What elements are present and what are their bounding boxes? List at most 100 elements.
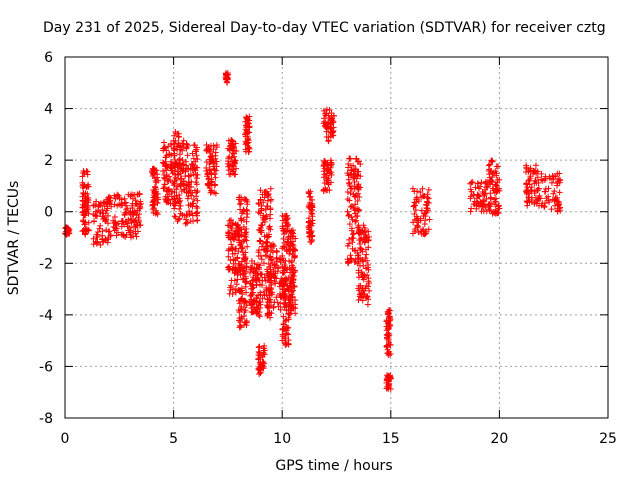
data-point <box>281 262 288 269</box>
data-point <box>190 196 197 203</box>
data-point <box>268 281 275 288</box>
data-point <box>227 284 234 291</box>
data-point <box>470 192 477 199</box>
data-point <box>350 174 357 181</box>
data-point <box>95 202 102 209</box>
data-point <box>203 159 210 166</box>
data-point <box>160 139 167 146</box>
data-point <box>236 239 243 246</box>
data-point <box>261 351 268 358</box>
data-point <box>325 166 332 173</box>
data-point <box>531 199 538 206</box>
data-point <box>238 210 245 217</box>
data-point <box>423 230 430 237</box>
data-point <box>207 189 214 196</box>
data-point <box>486 174 493 181</box>
data-point <box>255 249 262 256</box>
data-point <box>321 115 328 122</box>
data-point <box>265 286 272 293</box>
data-point <box>305 218 312 225</box>
data-point <box>264 303 271 310</box>
data-point <box>273 262 280 269</box>
data-point <box>328 159 335 166</box>
data-point <box>242 249 249 256</box>
data-point <box>385 337 392 344</box>
data-point <box>226 153 233 160</box>
data-point <box>365 296 372 303</box>
data-point <box>189 189 196 196</box>
data-point <box>348 235 355 242</box>
data-point <box>346 155 353 162</box>
data-point <box>124 205 131 212</box>
data-point <box>249 291 256 298</box>
data-point <box>226 146 233 153</box>
data-point <box>422 213 429 220</box>
data-point <box>279 212 286 219</box>
data-point <box>166 151 173 158</box>
data-point <box>356 287 363 294</box>
data-point <box>131 219 138 226</box>
data-point <box>192 158 199 165</box>
data-point <box>240 255 247 262</box>
data-point <box>495 202 502 209</box>
data-point <box>261 215 268 222</box>
data-point <box>344 196 351 203</box>
data-point <box>324 167 331 174</box>
data-point <box>150 197 157 204</box>
plot-frame <box>64 56 609 419</box>
data-point <box>491 201 498 208</box>
data-point <box>271 272 278 279</box>
data-point <box>347 203 354 210</box>
data-point <box>256 281 263 288</box>
data-point <box>81 182 88 189</box>
data-point <box>383 334 390 341</box>
data-point <box>387 341 394 348</box>
x-tick-label: 25 <box>599 431 617 447</box>
data-point <box>277 306 284 313</box>
data-point <box>107 232 114 239</box>
y-axis-label: SDTVAR / TECUs <box>6 181 22 296</box>
data-point <box>279 225 286 232</box>
data-point <box>132 230 139 237</box>
data-point <box>287 310 294 317</box>
data-point <box>320 107 327 114</box>
data-point <box>260 240 267 247</box>
data-point <box>180 178 187 185</box>
data-point <box>238 303 245 310</box>
data-point <box>246 145 253 152</box>
data-point <box>495 163 502 170</box>
data-point <box>176 155 183 162</box>
data-point <box>289 293 296 300</box>
data-point <box>182 173 189 180</box>
data-point <box>265 274 272 281</box>
data-point <box>190 200 197 207</box>
data-point <box>184 142 191 149</box>
data-point <box>494 210 501 217</box>
data-point <box>96 225 103 232</box>
data-point <box>491 189 498 196</box>
data-point <box>190 155 197 162</box>
data-point <box>261 233 268 240</box>
data-point <box>361 224 368 231</box>
data-point <box>257 210 264 217</box>
data-point <box>283 228 290 235</box>
data-point <box>136 205 143 212</box>
data-point <box>242 141 249 148</box>
data-point <box>243 196 250 203</box>
data-point <box>243 260 250 267</box>
data-point <box>175 140 182 147</box>
data-point <box>243 127 250 134</box>
y-tick-label: -4 <box>39 308 53 324</box>
y-tick-label: 4 <box>44 102 53 118</box>
data-point <box>232 148 239 155</box>
data-point <box>161 144 168 151</box>
data-point <box>171 189 178 196</box>
data-point <box>273 247 280 254</box>
data-point <box>238 216 245 223</box>
data-point <box>345 212 352 219</box>
data-point <box>385 323 392 330</box>
data-point <box>242 307 249 314</box>
data-point <box>229 221 236 228</box>
data-point <box>493 182 500 189</box>
data-point <box>285 274 292 281</box>
